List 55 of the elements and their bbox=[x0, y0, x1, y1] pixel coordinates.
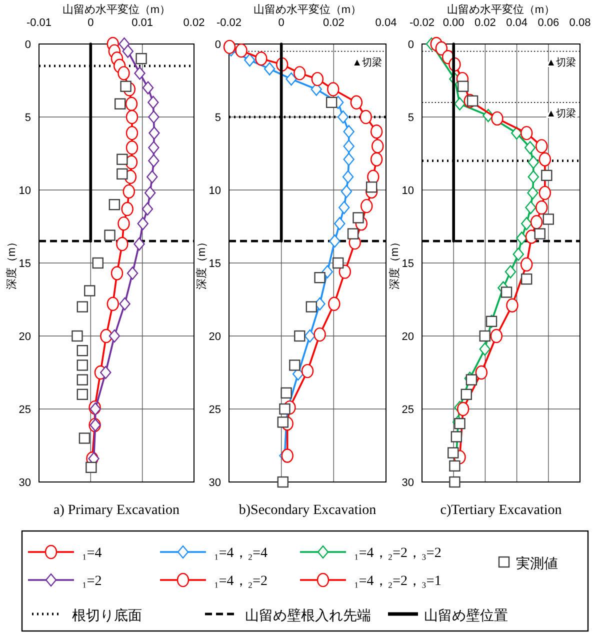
legend-label: ₁=4，₂=4 bbox=[214, 546, 268, 561]
x-tick-label: 0.02 bbox=[322, 17, 344, 29]
x-tick-label: 0 bbox=[88, 17, 94, 29]
y-axis-title: 深度（m） bbox=[388, 236, 401, 290]
legend-label: 山留め壁位置 bbox=[424, 607, 508, 623]
legend-label: ₁=4 bbox=[82, 546, 102, 561]
y-tick-label: 10 bbox=[208, 185, 221, 197]
text: c)Tertiary Excavation bbox=[440, 503, 562, 518]
y-tick-label: 0 bbox=[408, 39, 414, 51]
x-tick-label: 0.02 bbox=[183, 17, 205, 29]
legend-label: 実測値 bbox=[516, 555, 558, 571]
x-axis-title: 山留め水平変位（m） bbox=[446, 3, 556, 16]
y-tick-label: 10 bbox=[402, 185, 414, 197]
y-axis-title: 深度（m） bbox=[195, 236, 208, 290]
y-tick-label: 25 bbox=[18, 404, 31, 416]
x-tick-label: -0.02 bbox=[216, 17, 242, 29]
x-tick-label: 0.00 bbox=[442, 17, 464, 29]
y-tick-label: 15 bbox=[402, 258, 414, 270]
x-tick-label: 0.08 bbox=[569, 17, 591, 29]
y-tick-label: 30 bbox=[18, 477, 31, 489]
y-tick-label: 5 bbox=[24, 112, 31, 124]
y-tick-label: 30 bbox=[402, 477, 414, 489]
y-tick-label: 25 bbox=[402, 404, 414, 416]
y-axis-title: 深度（m） bbox=[5, 236, 18, 290]
legend-label: 根切り底面 bbox=[72, 607, 142, 623]
y-tick-label: 20 bbox=[208, 331, 221, 343]
legend-label: ₁=4，₂=2，₃=2 bbox=[354, 546, 442, 561]
y-tick-label: 20 bbox=[18, 331, 31, 343]
y-tick-label: 25 bbox=[208, 404, 221, 416]
legend-label: ₁=4，₂=2 bbox=[214, 574, 268, 589]
y-tick-label: 15 bbox=[208, 258, 221, 270]
x-tick-label: 0.04 bbox=[375, 17, 397, 29]
text: a) Primary Excavation bbox=[54, 503, 180, 518]
y-tick-label: 30 bbox=[208, 477, 221, 489]
x-tick-label: -0.02 bbox=[409, 17, 435, 29]
y-tick-label: 10 bbox=[18, 185, 31, 197]
x-tick-label: 0.01 bbox=[132, 17, 154, 29]
y-tick-label: 0 bbox=[214, 39, 221, 51]
y-tick-label: 5 bbox=[408, 112, 414, 124]
y-tick-label: 5 bbox=[214, 112, 221, 124]
legend-label: ₁=4，₂=2，₃=1 bbox=[354, 574, 442, 589]
y-tick-label: 0 bbox=[24, 39, 31, 51]
text: b)Secondary Excavation bbox=[238, 503, 376, 518]
x-tick-label: 0.04 bbox=[506, 17, 528, 29]
x-tick-label: -0.01 bbox=[26, 17, 52, 29]
y-tick-label: 15 bbox=[18, 258, 31, 270]
x-tick-label: 0.06 bbox=[538, 17, 560, 29]
x-tick-label: 0.02 bbox=[474, 17, 496, 29]
legend-label: ₁=2 bbox=[82, 574, 102, 589]
legend-label: 山留め壁根入れ先端 bbox=[245, 607, 371, 623]
x-axis-title: 山留め水平変位（m） bbox=[253, 3, 362, 16]
x-axis-title: 山留め水平変位（m） bbox=[62, 3, 171, 16]
y-tick-label: 20 bbox=[402, 331, 414, 343]
x-tick-label: 0 bbox=[278, 17, 284, 29]
ref-line-label: ▲切梁 bbox=[352, 56, 382, 68]
